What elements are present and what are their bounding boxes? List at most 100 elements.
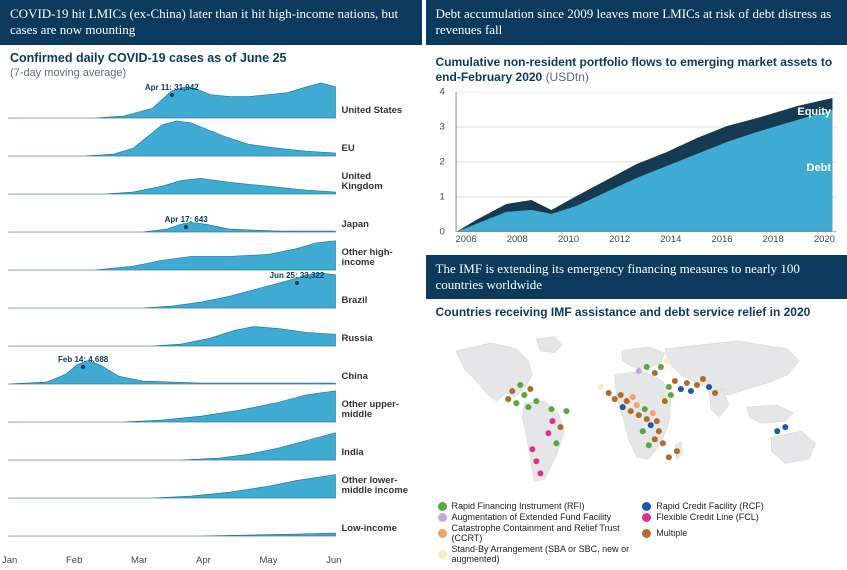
x-tick-label: 2016 (711, 234, 732, 245)
stacked-x-axis: 2006 2008 2010 2012 2014 2016 2018 2020 (436, 232, 838, 245)
legend-swatch (438, 513, 447, 522)
map-legend: Rapid Financing Instrument (RFI) Rapid Cr… (436, 497, 838, 566)
sm-row: Russia (8, 309, 414, 347)
x-tick-label: 2012 (609, 234, 630, 245)
legend-label: Stand-By Arrangement (SBA or SBC, new or… (452, 544, 631, 564)
small-multiples: Apr 11: 31,942United States EU United King… (0, 79, 422, 554)
sm-label: Other high-income (336, 248, 414, 271)
annotation-marker (184, 225, 188, 229)
sm-chart (8, 119, 336, 157)
x-tick-label: 2020 (814, 234, 835, 245)
y-tick-label: 3 (440, 121, 445, 132)
sm-row: United Kingdom (8, 157, 414, 195)
sm-row: Other lower-middle income (8, 461, 414, 499)
sm-row: Jun 25: 33,322 Brazil (8, 271, 414, 309)
world-map (436, 325, 838, 497)
sm-chart (8, 309, 336, 347)
right-top-subtitle-text: Cumulative non-resident portfolio flows … (436, 55, 833, 85)
annotation-marker (81, 365, 85, 369)
sm-chart: Apr 17: 643 (8, 195, 336, 233)
legend-item: Rapid Financing Instrument (RFI) (438, 501, 631, 511)
x-tick-label: Feb (66, 555, 82, 566)
left-panel-header: COVID-19 hit LMICs (ex-China) later than… (0, 0, 422, 45)
legend-item: Multiple (642, 523, 835, 543)
dashboard-root: COVID-19 hit LMICs (ex-China) later than… (0, 0, 847, 570)
x-tick-label: Mar (131, 555, 147, 566)
sm-chart (8, 233, 336, 271)
x-tick-label: 2010 (558, 234, 579, 245)
chart-annotation: Jun 25: 33,322 (270, 271, 325, 280)
y-tick-label: 1 (440, 191, 445, 202)
y-tick-label: 2 (440, 156, 445, 167)
legend-label: Rapid Financing Instrument (RFI) (452, 501, 585, 511)
legend-label: Flexible Credit Line (FCL) (656, 512, 759, 522)
right-bottom-header: The IMF is extending its emergency finan… (426, 255, 847, 300)
x-tick-label: Apr (196, 555, 211, 566)
left-subtitle-text: Confirmed daily COVID-19 cases as of Jun… (10, 51, 287, 65)
legend-swatch (438, 529, 447, 538)
x-tick-label: May (260, 555, 278, 566)
right-top-unit: (USDtn) (546, 70, 589, 84)
stacked-area-chart: 01234EquityDebt (436, 92, 838, 232)
y-tick-label: 0 (440, 226, 445, 237)
sm-chart (8, 423, 336, 461)
sm-row: Low-income (8, 499, 414, 537)
sm-label: United Kingdom (336, 172, 414, 195)
sm-label: Russia (336, 334, 414, 346)
right-top-subtitle: Cumulative non-resident portfolio flows … (426, 49, 847, 88)
x-tick-label: 2008 (507, 234, 528, 245)
sm-chart: Feb 14: 4,688 (8, 347, 336, 385)
right-bottom-subtitle: Countries receiving IMF assistance and d… (426, 299, 847, 323)
left-subtitle: Confirmed daily COVID-19 cases as of Jun… (0, 45, 422, 79)
left-x-axis: Jan Feb Mar Apr May Jun (0, 553, 422, 570)
chart-annotation: Feb 14: 4,688 (58, 355, 108, 364)
x-tick-label: Jan (2, 555, 17, 566)
sm-label: Japan (336, 220, 414, 232)
sm-chart: Jun 25: 33,322 (8, 271, 336, 309)
legend-swatch (642, 513, 651, 522)
sm-label: India (336, 448, 414, 460)
sm-row: EU (8, 119, 414, 157)
x-tick-label: Jun (326, 555, 341, 566)
x-tick-label: 2014 (660, 234, 681, 245)
sm-row: Apr 11: 31,942United States (8, 81, 414, 119)
legend-label: Catastrophe Containment and Relief Trust… (452, 523, 631, 543)
legend-swatch (438, 550, 447, 559)
legend-item: Augmentation of Extended Fund Facility (438, 512, 631, 522)
sm-chart (8, 385, 336, 423)
legend-item: Flexible Credit Line (FCL) (642, 512, 835, 522)
sm-label: Brazil (336, 296, 414, 308)
sm-label: Low-income (336, 524, 414, 536)
legend-label: Multiple (656, 528, 687, 538)
sm-label: United States (336, 106, 414, 118)
sm-label: Other lower-middle income (336, 476, 414, 499)
stacked-area-wrap: 0 1 2 3 4 Equity Debt 2006 2008 2010 2012 2014 2016… (426, 88, 847, 251)
legend-swatch (642, 529, 651, 538)
sm-chart: Apr 11: 31,942 (8, 81, 336, 119)
y-tick-label: 4 (440, 86, 445, 97)
sm-row: Apr 17: 643 Japan (8, 195, 414, 233)
sm-row: Other high-income (8, 233, 414, 271)
left-panel: COVID-19 hit LMICs (ex-China) later than… (0, 0, 422, 570)
legend-item: Catastrophe Containment and Relief Trust… (438, 523, 631, 543)
right-top-header: Debt accumulation since 2009 leaves more… (426, 0, 847, 45)
legend-item: Stand-By Arrangement (SBA or SBC, new or… (438, 544, 631, 564)
annotation-marker (295, 281, 299, 285)
legend-swatch (438, 502, 447, 511)
sm-chart (8, 157, 336, 195)
x-tick-label: 2018 (763, 234, 784, 245)
annotation-marker (170, 93, 174, 97)
x-tick-label: 2006 (456, 234, 477, 245)
sm-label: Other upper-middle (336, 400, 414, 423)
legend-item: Rapid Credit Facility (RCF) (642, 501, 835, 511)
left-subtitle-note: (7-day moving average) (10, 67, 126, 79)
series-label-equity: Equity (797, 106, 831, 118)
chart-annotation: Apr 17: 643 (165, 215, 208, 224)
sm-row: India (8, 423, 414, 461)
sm-label: EU (336, 144, 414, 156)
series-label-debt: Debt (807, 162, 831, 174)
legend-label: Augmentation of Extended Fund Facility (452, 512, 612, 522)
sm-chart (8, 461, 336, 499)
sm-label: China (336, 372, 414, 384)
legend-swatch (642, 502, 651, 511)
